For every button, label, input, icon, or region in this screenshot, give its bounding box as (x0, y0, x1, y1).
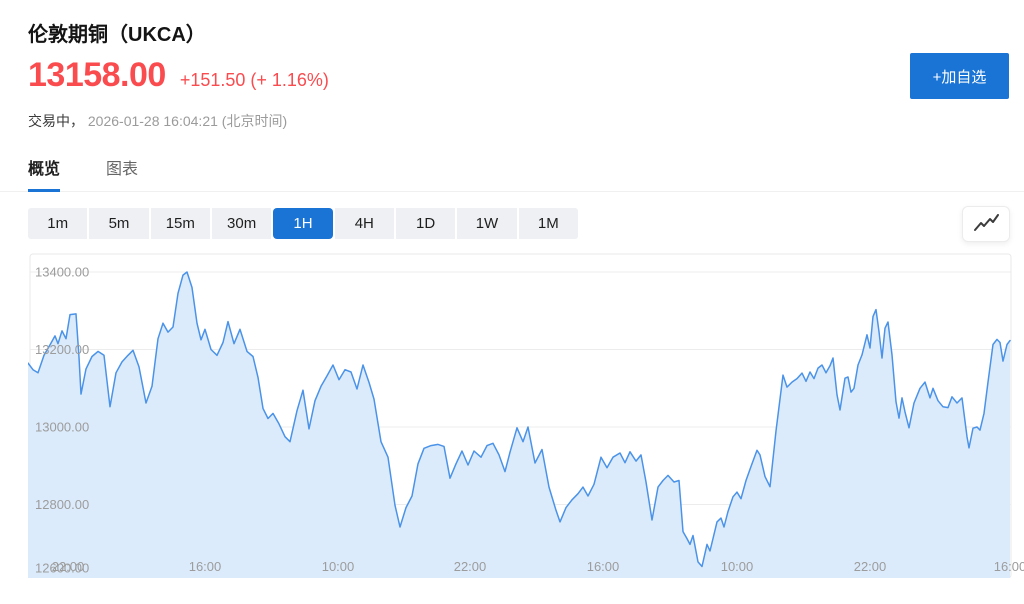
y-axis-label: 12800.00 (35, 497, 89, 512)
x-axis-label: 22:00 (52, 559, 85, 574)
period-4h[interactable]: 4H (334, 208, 394, 239)
x-axis-label: 22:00 (854, 559, 887, 574)
instrument-title: 伦敦期铜（UKCA） (28, 24, 206, 46)
price-line (28, 271, 1011, 568)
last-price: 13158.00 (28, 56, 166, 94)
period-1m[interactable]: 1M (518, 208, 578, 239)
period-1m[interactable]: 1m (28, 208, 88, 239)
trading-status-row: 交易中， 2026-01-28 16:04:21 (北京时间) (28, 111, 287, 131)
y-axis-label: 13400.00 (35, 265, 89, 280)
price-area (28, 272, 1010, 578)
period-15m[interactable]: 15m (150, 208, 210, 239)
quote-timestamp: 2026-01-28 16:04:21 (北京时间) (87, 113, 288, 129)
y-axis-label: 13200.00 (35, 342, 89, 357)
tab-chart[interactable]: 图表 (106, 161, 139, 178)
x-axis-label: 22:00 (454, 559, 487, 574)
price-row: 13158.00 +151.50 (+ 1.16%) (28, 56, 329, 95)
period-5m[interactable]: 5m (89, 208, 149, 239)
tab-bar: 概览 图表 (0, 156, 1024, 192)
price-chart[interactable]: 13400.00 13200.00 13000.00 12800.00 12600.00… (28, 253, 1024, 578)
period-30m[interactable]: 30m (211, 208, 272, 239)
y-axis-label: 13000.00 (35, 420, 89, 435)
x-axis-label: 16:00 (587, 559, 620, 574)
x-axis-label: 16:00 (189, 559, 222, 574)
line-chart-icon (974, 214, 999, 231)
tab-overview[interactable]: 概览 (28, 156, 61, 192)
chart-type-button[interactable] (962, 206, 1010, 242)
trading-status: 交易中， (28, 113, 84, 129)
y-axis-label: 12600.00 (35, 561, 89, 576)
period-selector: 1m 5m 15m 30m 1H 4H 1D 1W 1M (28, 208, 578, 239)
period-1w[interactable]: 1W (457, 208, 517, 239)
x-axis-label: 10:00 (721, 559, 754, 574)
period-1d[interactable]: 1D (395, 208, 456, 239)
x-axis-label: 10:00 (322, 559, 355, 574)
add-watchlist-button[interactable]: +加自选 (910, 53, 1009, 99)
price-change: +151.50 (+ 1.16%) (179, 70, 329, 90)
period-1h[interactable]: 1H (273, 208, 333, 239)
x-axis-label: 16:00 (994, 559, 1024, 574)
